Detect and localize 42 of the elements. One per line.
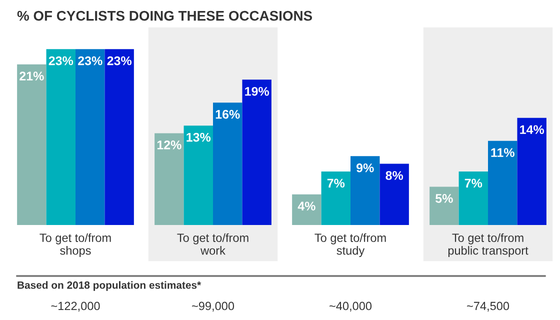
bar — [430, 186, 459, 225]
chart-title: % OF CYCLISTS DOING THESE OCCASIONS — [17, 10, 312, 21]
x-tick-label: To get to/from public transport — [448, 233, 528, 258]
bar — [517, 118, 546, 225]
data-label: 19% — [245, 86, 270, 96]
data-label: 7% — [464, 178, 482, 188]
text: Based on 2018 population estimates* — [18, 281, 202, 291]
data-label: 9% — [356, 163, 374, 172]
data-label: 8% — [386, 171, 404, 180]
bar — [350, 156, 380, 225]
data-label: 13% — [186, 132, 211, 142]
data-label: 4% — [298, 202, 316, 211]
text: ~122,000 — [51, 302, 100, 312]
bar — [488, 140, 518, 225]
data-label: 14% — [520, 125, 544, 134]
data-label: 7% — [327, 178, 345, 188]
data-label: 5% — [436, 194, 453, 203]
bar — [321, 171, 350, 225]
text: ~74,500 — [467, 302, 510, 312]
data-label: 12% — [157, 140, 182, 150]
bar — [213, 102, 242, 225]
x-tick-label: To get to/from study — [314, 233, 386, 258]
data-label: 11% — [491, 148, 514, 157]
data-label: 16% — [216, 110, 240, 119]
bar — [46, 49, 76, 225]
data-label: 23% — [107, 56, 132, 66]
text: ~99,000 — [192, 302, 234, 312]
bar — [76, 49, 105, 225]
bar — [458, 171, 488, 225]
data-label: 23% — [78, 56, 102, 66]
data-label: 23% — [48, 56, 74, 66]
x-tick-label: To get to/from work — [177, 233, 248, 255]
text: ~40,000 — [330, 302, 372, 312]
x-tick-label: To get to/from shops — [40, 233, 111, 258]
bar — [17, 64, 46, 225]
data-label: 21% — [20, 72, 44, 80]
bar — [184, 126, 213, 225]
bar — [104, 49, 134, 225]
bar — [242, 80, 272, 225]
bar — [292, 194, 322, 225]
bar — [380, 164, 409, 225]
bar — [154, 133, 184, 225]
